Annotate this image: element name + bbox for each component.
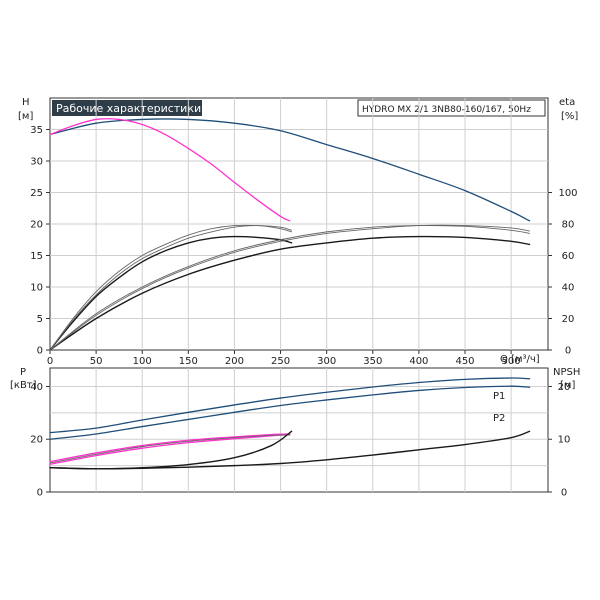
top-title-box xyxy=(52,100,202,116)
bottom-left-axis-label: P xyxy=(20,367,26,378)
top-series-line-6 xyxy=(49,225,531,351)
bottom-series-line-2 xyxy=(49,434,291,465)
top-x-tick-label: 50 xyxy=(90,356,103,367)
top-x-tick-label: 100 xyxy=(133,356,152,367)
bottom-right-tick-label: 20 xyxy=(558,382,571,393)
top-left-tick-label: 15 xyxy=(30,251,43,262)
top-left-tick-label: 20 xyxy=(30,220,43,231)
top-right-tick-label: 0 xyxy=(565,346,571,357)
bottom-right-axis-label: NPSH xyxy=(553,367,580,378)
bottom-series-line-3 xyxy=(49,433,291,463)
top-right-tick-label: 100 xyxy=(558,188,577,199)
top-right-tick-label: 80 xyxy=(562,220,575,231)
top-series-line-7 xyxy=(49,224,531,351)
bottom-left-tick-label: 0 xyxy=(37,488,43,499)
top-left-tick-label: 30 xyxy=(30,157,43,168)
top-x-tick-label: 0 xyxy=(47,356,53,367)
top-grid xyxy=(50,98,548,350)
top-x-tick-label: 150 xyxy=(179,356,198,367)
bottom-left-axis-unit: [кВт] xyxy=(10,380,37,391)
bottom-series-group xyxy=(49,377,531,470)
top-left-axis-unit: [м] xyxy=(18,111,33,122)
bottom-right-tick-label: 0 xyxy=(561,488,567,499)
bottom-plot-frame xyxy=(49,367,549,493)
bottom-right-axis-unit: [м] xyxy=(560,380,575,391)
series-label-p2: P2 xyxy=(493,413,505,424)
top-x-tick-label: 500 xyxy=(502,356,521,367)
top-series-line-5 xyxy=(49,235,531,351)
top-x-tick-label: 300 xyxy=(317,356,336,367)
bottom-series-line-4 xyxy=(49,434,291,464)
top-chart-area: Рабочие характеристики HYDRO MX 2/1 3NB8… xyxy=(18,97,578,367)
series-label-p1: P1 xyxy=(493,391,505,402)
bottom-grid xyxy=(50,368,548,492)
top-series-line-4 xyxy=(49,225,293,351)
top-series-line-2 xyxy=(49,235,293,351)
top-right-tick-label: 40 xyxy=(562,283,575,294)
top-left-tick-label: 0 xyxy=(37,346,43,357)
top-x-tick-label: 350 xyxy=(363,356,382,367)
top-x-tick-label: 450 xyxy=(455,356,474,367)
bottom-left-tick-label: 20 xyxy=(30,435,43,446)
top-series-line-1 xyxy=(49,118,291,222)
top-series-line-3 xyxy=(49,224,293,351)
top-subtitle: HYDRO MX 2/1 3NB80-160/167, 50Hz xyxy=(362,105,531,115)
top-left-tick-label: 25 xyxy=(30,188,43,199)
top-series-line-0 xyxy=(49,118,531,222)
top-x-axis-label: Q [м³/ч] xyxy=(500,354,540,365)
bottom-chart-area: P [кВт] NPSH [м] P1 P2 0 20 40 0 10 20 xyxy=(10,367,580,499)
bottom-series-line-p1 xyxy=(49,377,531,434)
top-title: Рабочие характеристики xyxy=(56,102,201,115)
top-right-tick-label: 60 xyxy=(562,251,575,262)
bottom-right-tick-label: 10 xyxy=(558,435,571,446)
top-right-tick-label: 20 xyxy=(562,314,575,325)
top-left-tick-label: 35 xyxy=(30,125,43,136)
top-right-axis-label: eta xyxy=(559,97,575,108)
bottom-left-tick-label: 40 xyxy=(30,382,43,393)
top-x-tick-label: 200 xyxy=(225,356,244,367)
bottom-series-line-p2 xyxy=(49,385,531,440)
top-subtitle-box xyxy=(357,99,546,117)
top-left-axis-label: H xyxy=(22,97,30,108)
top-x-tick-label: 400 xyxy=(409,356,428,367)
top-series-group xyxy=(49,118,531,351)
top-left-tick-label: 10 xyxy=(30,283,43,294)
bottom-series-line-6 xyxy=(49,430,531,470)
top-left-tick-label: 5 xyxy=(37,314,43,325)
top-right-axis-unit: [%] xyxy=(561,111,578,122)
top-x-tick-label: 250 xyxy=(271,356,290,367)
